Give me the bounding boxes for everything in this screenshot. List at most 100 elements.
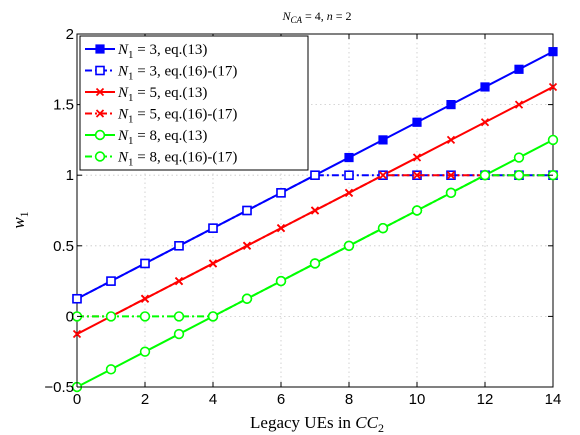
legend-entry-5: N1 = 8, eq.(16)-(17) bbox=[85, 150, 237, 169]
x-marker-stroke bbox=[548, 82, 558, 92]
series-2-point-12 bbox=[480, 118, 490, 127]
series-layer bbox=[71, 47, 559, 393]
y-tick-label: 0.5 bbox=[53, 238, 74, 255]
legend-label-rest: = 5, eq.(13) bbox=[134, 85, 208, 101]
x-tick-label: 6 bbox=[277, 391, 285, 408]
series-5-point-11 bbox=[445, 187, 457, 199]
series-1-point-8 bbox=[344, 170, 354, 180]
legend-label: N1 = 3, eq.(16)-(17) bbox=[117, 64, 237, 83]
title-sym-small-n: n bbox=[327, 9, 333, 23]
x-marker-stroke bbox=[446, 171, 456, 180]
x-tick-label: 8 bbox=[345, 391, 353, 408]
series-line-1 bbox=[76, 174, 553, 300]
series-3-point-8 bbox=[344, 188, 354, 197]
legend-label-sub: 1 bbox=[128, 92, 134, 104]
y-axis-label: w1 bbox=[9, 211, 31, 228]
series-2-point-13 bbox=[514, 100, 524, 109]
legend-entry-2: N1 = 5, eq.(13) bbox=[85, 85, 207, 104]
ylabel-sub: 1 bbox=[17, 211, 31, 217]
title-sub-ca: CA bbox=[290, 15, 302, 25]
series-0-point-8 bbox=[344, 152, 354, 163]
x-marker-stroke bbox=[310, 206, 320, 215]
title-rest: = 4, bbox=[302, 9, 327, 23]
series-1-point-5 bbox=[242, 205, 252, 216]
legend-label: N1 = 3, eq.(13) bbox=[117, 42, 207, 61]
y-tick-label: 0 bbox=[66, 308, 74, 325]
x-marker-stroke bbox=[208, 259, 218, 268]
y-tick-label: 1.5 bbox=[53, 97, 74, 114]
legend-label-sym: N bbox=[117, 150, 129, 166]
series-line-3 bbox=[77, 174, 553, 318]
legend-box bbox=[79, 35, 309, 171]
x-marker-stroke bbox=[378, 171, 388, 180]
series-4-point-3 bbox=[173, 328, 185, 340]
legend-swatch-marker bbox=[95, 109, 105, 118]
series-5-point-5 bbox=[241, 293, 253, 304]
series-0-point-12 bbox=[480, 82, 490, 92]
series-5-point-3 bbox=[173, 311, 185, 322]
ylabel-sym: w bbox=[9, 217, 28, 229]
axes-box bbox=[76, 33, 554, 388]
series-5-point-10 bbox=[411, 205, 423, 216]
series-2-point-11 bbox=[446, 135, 456, 145]
legend-label-rest: = 3, eq.(16)-(17) bbox=[134, 64, 238, 80]
series-5-point-12 bbox=[479, 170, 491, 181]
chart-title: NCA = 4, n = 2 bbox=[281, 9, 351, 25]
x-marker-stroke bbox=[446, 135, 456, 145]
x-axis-label: Legacy UEs in CC2 bbox=[250, 413, 384, 435]
x-marker-stroke bbox=[174, 276, 184, 286]
series-5-point-8 bbox=[343, 240, 355, 252]
legend: N1 = 3, eq.(13)N1 = 3, eq.(16)-(17)N1 = … bbox=[79, 35, 309, 171]
x-tick-label: 0 bbox=[73, 391, 81, 408]
x-tick-label: 4 bbox=[209, 391, 217, 408]
x-marker-stroke bbox=[242, 241, 252, 250]
x-tick-label: 10 bbox=[409, 391, 426, 408]
x-marker-stroke bbox=[72, 329, 82, 339]
x-tick-label: 2 bbox=[141, 391, 149, 408]
series-4-point-2 bbox=[139, 346, 151, 357]
series-3-point-6 bbox=[276, 224, 286, 233]
series-1-point-7 bbox=[310, 170, 320, 180]
xlabel-text: Legacy UEs in bbox=[250, 413, 355, 432]
series-0-point-11 bbox=[446, 99, 456, 110]
legend-label: N1 = 5, eq.(16)-(17) bbox=[117, 107, 237, 126]
series-1-point-1 bbox=[106, 276, 116, 286]
legend-entry-4: N1 = 8, eq.(13) bbox=[85, 128, 207, 147]
y-tick-label: 1 bbox=[66, 167, 74, 184]
title-rest-2: = 2 bbox=[333, 9, 352, 23]
x-marker-stroke bbox=[344, 188, 354, 197]
legend-swatch-marker bbox=[95, 44, 105, 54]
y-tick-label: 2 bbox=[66, 26, 74, 43]
series-0-point-10 bbox=[412, 117, 422, 127]
x-tick-label: 12 bbox=[477, 391, 494, 408]
x-marker-stroke bbox=[276, 224, 286, 233]
x-marker-stroke bbox=[480, 118, 490, 127]
series-1-point-2 bbox=[140, 258, 150, 269]
series-1 bbox=[72, 170, 558, 304]
series-2-point-14 bbox=[548, 82, 558, 92]
x-marker-stroke bbox=[140, 294, 150, 303]
legend-label-sym: N bbox=[117, 107, 129, 123]
series-2-point-10 bbox=[412, 153, 422, 162]
series-4-point-13 bbox=[513, 152, 525, 163]
series-5-point-2 bbox=[139, 311, 151, 322]
series-1-point-0 bbox=[72, 293, 82, 304]
x-tick-label: 14 bbox=[545, 391, 562, 408]
x-marker-stroke bbox=[412, 153, 422, 162]
legend-swatch-marker bbox=[94, 151, 106, 162]
series-3-point-3 bbox=[174, 276, 184, 286]
series-3-point-9 bbox=[378, 171, 388, 180]
series-5-point-7 bbox=[309, 258, 321, 269]
series-3-point-5 bbox=[242, 241, 252, 250]
series-5-point-13 bbox=[513, 170, 525, 181]
series-4-point-1 bbox=[105, 364, 117, 375]
title-sym-n: N bbox=[281, 9, 291, 23]
x-marker-stroke bbox=[95, 87, 105, 97]
legend-label-sub: 1 bbox=[128, 157, 134, 169]
legend-label: N1 = 8, eq.(13) bbox=[117, 128, 207, 147]
series-5-point-6 bbox=[275, 275, 287, 287]
series-4-point-14 bbox=[547, 134, 559, 146]
legend-label: N1 = 5, eq.(13) bbox=[117, 85, 207, 104]
series-0-point-14 bbox=[548, 47, 558, 57]
legend-label-rest: = 3, eq.(13) bbox=[134, 42, 208, 58]
